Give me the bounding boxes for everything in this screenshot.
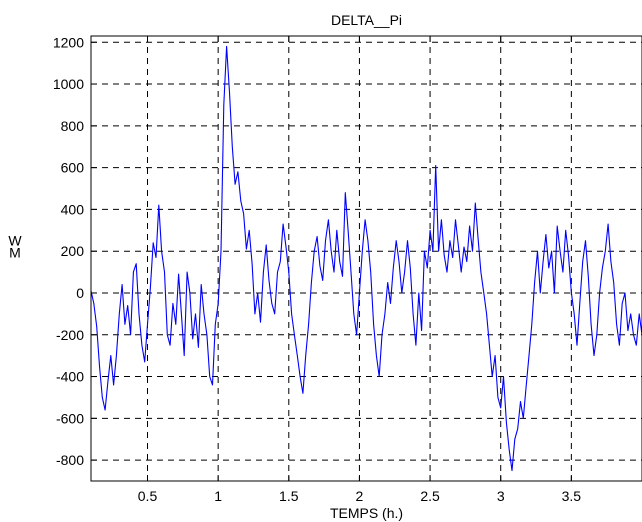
y-tick-label: 200: [61, 243, 85, 259]
y-tick-label: 0: [76, 285, 84, 301]
y-tick-label: -400: [56, 369, 84, 385]
grid-lines: [91, 36, 642, 481]
y-axis-label-line-2: M: [9, 245, 21, 261]
y-tick-label: -600: [56, 410, 84, 426]
y-tick-label: -200: [56, 327, 84, 343]
x-tick-label: 1.5: [279, 488, 299, 504]
axis-ticks: 0.5 1 1.5 2 2.5 3 3.5 1200 1000 800 600 400 200 0 -200…: [53, 34, 581, 504]
x-tick-label: 3.5: [562, 488, 582, 504]
plot-area-frame: [90, 35, 642, 482]
y-tick-label: 400: [61, 201, 85, 217]
y-tick-label: 800: [61, 118, 85, 134]
y-tick-label: 1000: [53, 76, 84, 92]
x-tick-label: 2: [356, 488, 364, 504]
y-tick-label: -800: [56, 452, 84, 468]
chart-title: DELTA__Pi: [331, 12, 402, 28]
x-tick-label: 0.5: [138, 488, 158, 504]
x-axis-label: TEMPS (h.): [330, 505, 403, 521]
x-tick-label: 2.5: [420, 488, 440, 504]
y-axis-label-line-1: W: [8, 233, 22, 249]
y-tick-label: 600: [61, 160, 85, 176]
x-tick-label: 3: [497, 488, 505, 504]
series-line: [90, 45, 642, 472]
x-tick-label: 1: [214, 488, 222, 504]
series-layer: [90, 45, 642, 472]
y-tick-label: 1200: [53, 34, 84, 50]
